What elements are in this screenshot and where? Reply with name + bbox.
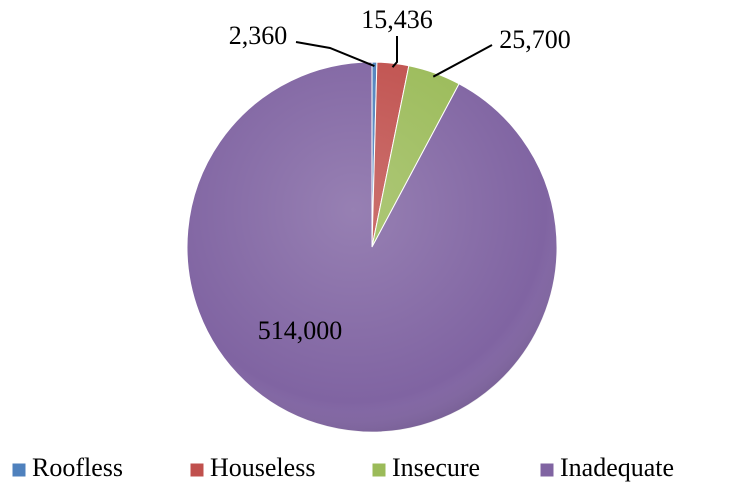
leader-line [391, 36, 398, 68]
legend-swatch [371, 462, 387, 478]
data-label: 15,436 [361, 5, 433, 34]
data-label: 2,360 [229, 21, 288, 50]
legend-label: Houseless [210, 453, 315, 482]
legend-label: Insecure [392, 453, 480, 482]
legend-label: Inadequate [560, 453, 674, 482]
legend-swatch [189, 462, 205, 478]
legend-label: Roofless [32, 453, 123, 482]
leader-line [432, 44, 493, 78]
pie-slice [186, 61, 558, 433]
data-label: 514,000 [258, 316, 343, 345]
data-label: 25,700 [499, 25, 571, 54]
legend-swatch [11, 462, 27, 478]
leader-line [295, 41, 375, 67]
legend-swatch [539, 462, 555, 478]
